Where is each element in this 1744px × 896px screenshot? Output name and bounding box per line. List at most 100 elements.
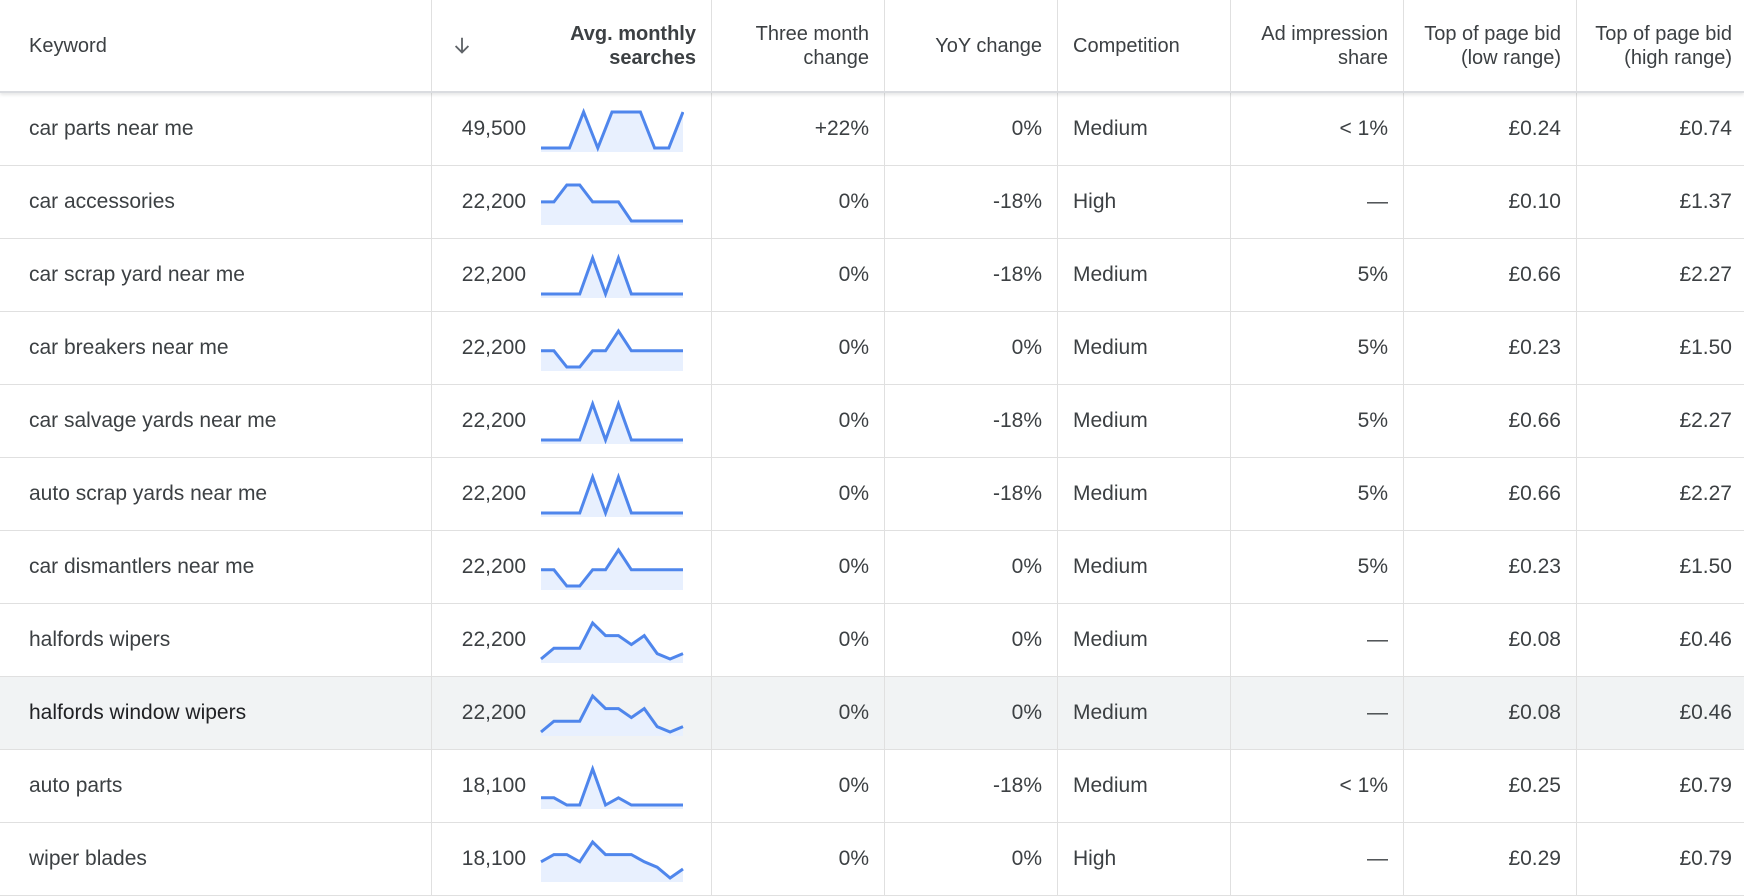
col-header-competition[interactable]: Competition xyxy=(1058,0,1231,91)
bid-low-value: £0.23 xyxy=(1508,336,1561,359)
competition-cell: Medium xyxy=(1058,531,1231,603)
table-row[interactable]: auto scrap yards near me 22,200 0% -18% Medi… xyxy=(0,458,1744,531)
col-header-keyword[interactable]: Keyword xyxy=(0,0,432,91)
trend-sparkline[interactable] xyxy=(540,106,684,152)
keyword-value: car parts near me xyxy=(29,117,194,140)
ad-impression-share-cell: 5% xyxy=(1231,531,1404,603)
table-row[interactable]: car scrap yard near me 22,200 0% -18% Medium… xyxy=(0,239,1744,312)
trend-sparkline[interactable] xyxy=(540,179,684,225)
table-row[interactable]: car parts near me 49,500 +22% 0% Medium < 1% £… xyxy=(0,93,1744,166)
sparkline-area xyxy=(541,112,683,152)
col-header-bid-low[interactable]: Top of page bid (low range) xyxy=(1404,0,1577,91)
avg-searches-cell: 49,500 xyxy=(432,93,712,165)
avg-searches-value: 22,200 xyxy=(461,263,526,286)
competition-cell: Medium xyxy=(1058,93,1231,165)
ad-impression-share-value: — xyxy=(1367,701,1388,724)
bid-low-cell: £0.66 xyxy=(1404,239,1577,311)
keyword-value: halfords window wipers xyxy=(29,701,247,724)
sparkline-area xyxy=(541,696,683,736)
competition-value: High xyxy=(1073,847,1117,870)
keyword-cell[interactable]: car salvage yards near me xyxy=(0,385,432,457)
yoy-change-value: -18% xyxy=(992,482,1042,505)
ad-impression-share-cell: 5% xyxy=(1231,385,1404,457)
trend-sparkline[interactable] xyxy=(540,690,684,736)
col-header-yoy-change[interactable]: YoY change xyxy=(885,0,1058,91)
bid-low-cell: £0.66 xyxy=(1404,458,1577,530)
keyword-cell[interactable]: halfords window wipers xyxy=(0,677,432,749)
competition-cell: High xyxy=(1058,823,1231,895)
table-row[interactable]: halfords wipers 22,200 0% 0% Medium — £0.08 £0.… xyxy=(0,604,1744,677)
three-month-change-cell: 0% xyxy=(712,750,885,822)
col-header-bid-high[interactable]: Top of page bid (high range) xyxy=(1577,0,1744,91)
bid-low-cell: £0.24 xyxy=(1404,93,1577,165)
bid-high-cell: £0.79 xyxy=(1577,750,1744,822)
col-header-label: Competition xyxy=(1073,34,1180,57)
keyword-cell[interactable]: wiper blades xyxy=(0,823,432,895)
three-month-change-value: 0% xyxy=(838,482,869,505)
sparkline-line xyxy=(541,328,683,369)
competition-value: Medium xyxy=(1073,117,1148,140)
col-header-label: Three month change xyxy=(755,22,869,69)
bid-low-value: £0.66 xyxy=(1508,482,1561,505)
ad-impression-share-cell: 5% xyxy=(1231,312,1404,384)
competition-cell: Medium xyxy=(1058,239,1231,311)
table-row[interactable]: auto parts 18,100 0% -18% Medium < 1% £0.25 £0.… xyxy=(0,750,1744,823)
yoy-change-value: -18% xyxy=(992,409,1042,432)
keyword-cell[interactable]: car breakers near me xyxy=(0,312,432,384)
trend-sparkline[interactable] xyxy=(540,836,684,882)
competition-cell: Medium xyxy=(1058,604,1231,676)
trend-sparkline[interactable] xyxy=(540,763,684,809)
competition-value: Medium xyxy=(1073,555,1148,578)
bid-low-value: £0.24 xyxy=(1508,117,1561,140)
trend-sparkline[interactable] xyxy=(540,398,684,444)
keyword-cell[interactable]: auto parts xyxy=(0,750,432,822)
bid-high-value: £0.74 xyxy=(1679,117,1732,140)
yoy-change-cell: 0% xyxy=(885,677,1058,749)
col-header-ad-impression-share[interactable]: Ad impression share xyxy=(1231,0,1404,91)
competition-cell: High xyxy=(1058,166,1231,238)
avg-searches-value: 22,200 xyxy=(461,701,526,724)
table-row[interactable]: wiper blades 18,100 0% 0% High — £0.29 £0.79 xyxy=(0,823,1744,896)
trend-sparkline[interactable] xyxy=(540,617,684,663)
avg-searches-cell: 22,200 xyxy=(432,239,712,311)
keyword-cell[interactable]: car parts near me xyxy=(0,93,432,165)
trend-sparkline[interactable] xyxy=(540,544,684,590)
yoy-change-cell: -18% xyxy=(885,385,1058,457)
yoy-change-cell: -18% xyxy=(885,750,1058,822)
table-row[interactable]: car breakers near me 22,200 0% 0% Medium 5% £0… xyxy=(0,312,1744,385)
yoy-change-cell: 0% xyxy=(885,823,1058,895)
col-header-label: Keyword xyxy=(29,34,107,57)
sparkline-line xyxy=(540,839,684,880)
bid-low-value: £0.23 xyxy=(1508,555,1561,578)
table-row[interactable]: car dismantlers near me 22,200 0% 0% Medium 5… xyxy=(0,531,1744,604)
competition-value: Medium xyxy=(1073,774,1148,797)
ad-impression-share-cell: — xyxy=(1231,677,1404,749)
bid-high-value: £2.27 xyxy=(1679,482,1732,505)
bid-high-value: £0.79 xyxy=(1679,774,1732,797)
yoy-change-cell: -18% xyxy=(885,239,1058,311)
keyword-cell[interactable]: auto scrap yards near me xyxy=(0,458,432,530)
table-row[interactable]: car accessories 22,200 0% -18% High — £0.10 £1.… xyxy=(0,166,1744,239)
ad-impression-share-value: 5% xyxy=(1357,336,1388,359)
trend-sparkline[interactable] xyxy=(540,325,684,371)
keyword-cell[interactable]: halfords wipers xyxy=(0,604,432,676)
col-header-label: Top of page bid (high range) xyxy=(1595,22,1732,69)
keyword-cell[interactable]: car dismantlers near me xyxy=(0,531,432,603)
three-month-change-cell: 0% xyxy=(712,604,885,676)
table-row[interactable]: car salvage yards near me 22,200 0% -18% Med… xyxy=(0,385,1744,458)
avg-searches-value: 22,200 xyxy=(461,555,526,578)
three-month-change-cell: 0% xyxy=(712,531,885,603)
col-header-avg-monthly-searches[interactable]: Avg. monthly searches xyxy=(432,0,712,91)
ad-impression-share-cell: 5% xyxy=(1231,239,1404,311)
keyword-cell[interactable]: car scrap yard near me xyxy=(0,239,432,311)
trend-sparkline[interactable] xyxy=(540,471,684,517)
sparkline-line xyxy=(541,183,683,223)
bid-high-cell: £2.27 xyxy=(1577,385,1744,457)
trend-sparkline[interactable] xyxy=(540,252,684,298)
arrow-down-icon[interactable] xyxy=(432,35,492,57)
table-row[interactable]: halfords window wipers 22,200 0% 0% Medium — £… xyxy=(0,677,1744,750)
col-header-three-month-change[interactable]: Three month change xyxy=(712,0,885,91)
bid-high-cell: £1.50 xyxy=(1577,531,1744,603)
keyword-cell[interactable]: car accessories xyxy=(0,166,432,238)
